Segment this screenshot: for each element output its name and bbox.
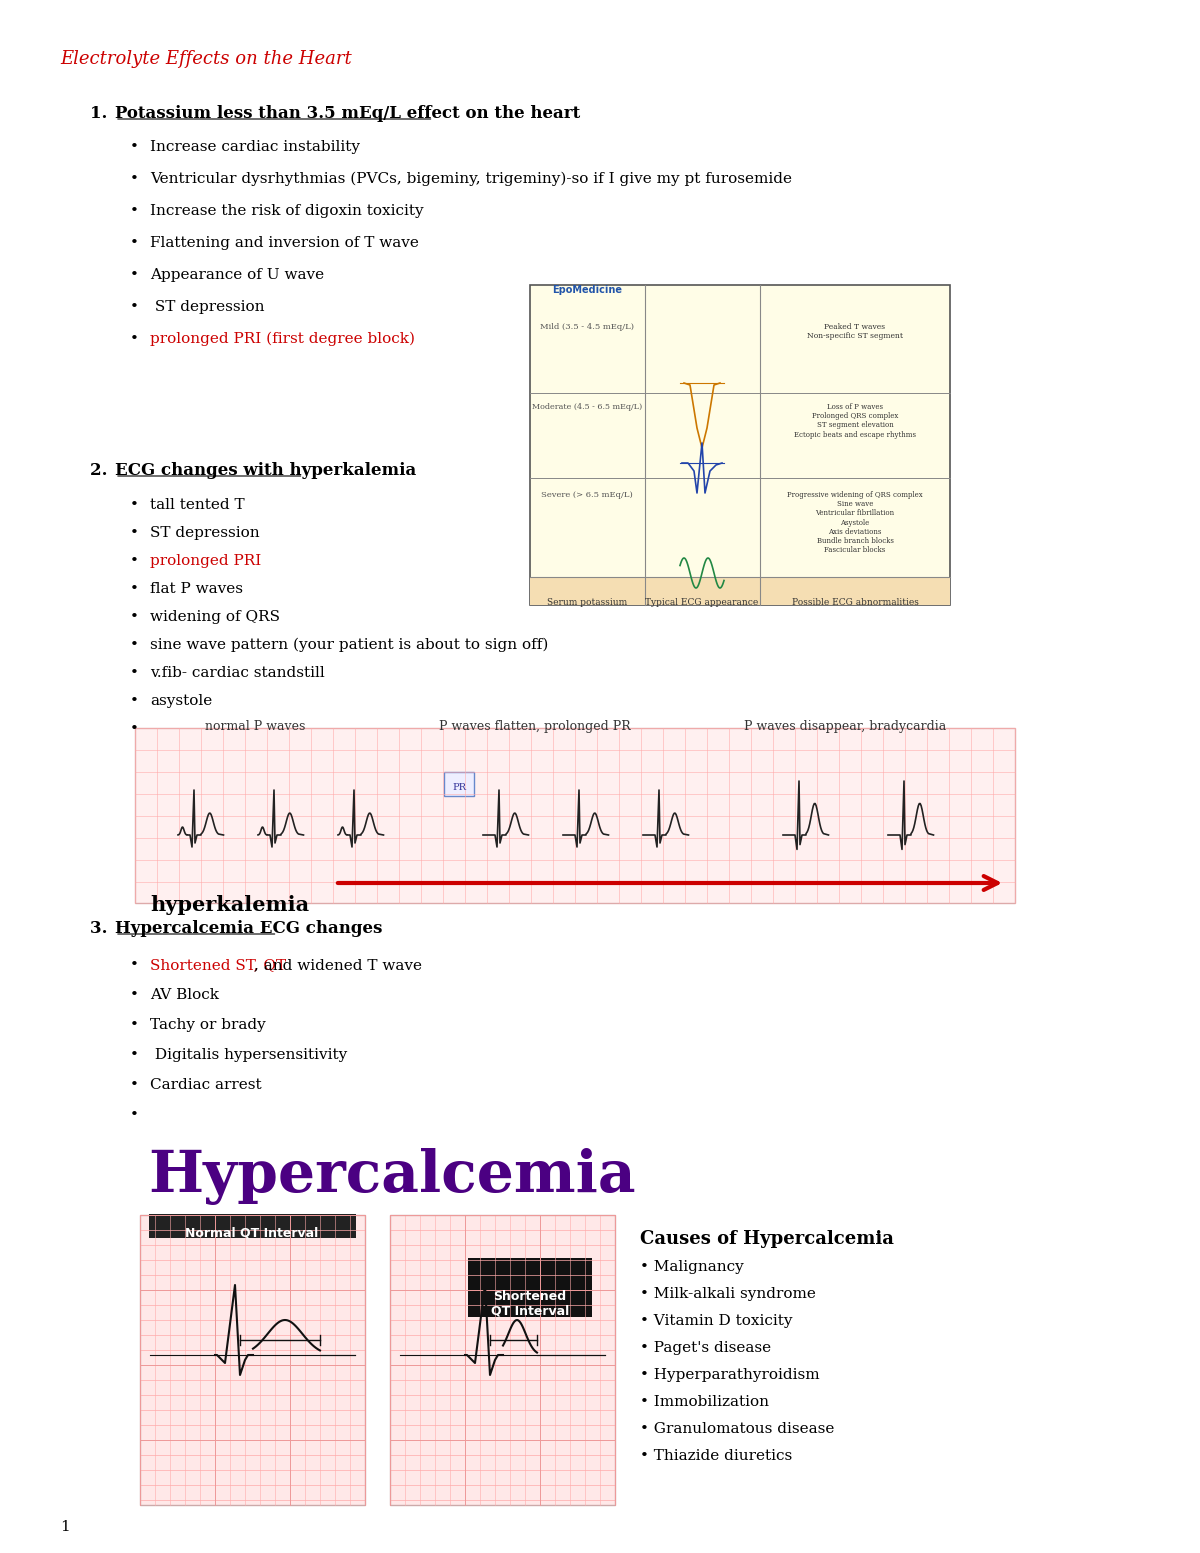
Text: EpoMedicine: EpoMedicine: [552, 286, 622, 295]
FancyBboxPatch shape: [468, 1258, 592, 1317]
Text: asystole: asystole: [150, 694, 212, 708]
Text: P waves disappear, bradycardia: P waves disappear, bradycardia: [744, 721, 946, 733]
Text: Increase cardiac instability: Increase cardiac instability: [150, 140, 360, 154]
Text: •: •: [130, 1019, 139, 1033]
Text: widening of QRS: widening of QRS: [150, 610, 280, 624]
Text: Normal QT Interval: Normal QT Interval: [185, 1227, 319, 1239]
Text: •: •: [130, 269, 139, 283]
Text: •: •: [130, 988, 139, 1002]
FancyBboxPatch shape: [530, 578, 950, 606]
Text: AV Block: AV Block: [150, 988, 220, 1002]
Text: •: •: [130, 666, 139, 680]
Text: •: •: [130, 638, 139, 652]
Text: •: •: [130, 1048, 139, 1062]
Text: •: •: [130, 172, 139, 186]
Text: 2.: 2.: [90, 461, 119, 478]
Text: •: •: [130, 958, 139, 972]
Text: Hypercalcemia: Hypercalcemia: [148, 1148, 636, 1205]
Text: •: •: [130, 722, 139, 736]
Text: , and widened T wave: , and widened T wave: [254, 958, 422, 972]
Text: flat P waves: flat P waves: [150, 582, 242, 596]
Text: Causes of Hypercalcemia: Causes of Hypercalcemia: [640, 1230, 894, 1249]
Text: •: •: [130, 332, 139, 346]
Text: • Immobilization: • Immobilization: [640, 1395, 769, 1409]
Text: •: •: [130, 694, 139, 708]
Text: • Granulomatous disease: • Granulomatous disease: [640, 1423, 834, 1437]
Text: Mild (3.5 - 4.5 mEq/L): Mild (3.5 - 4.5 mEq/L): [540, 323, 634, 331]
Text: normal P waves: normal P waves: [205, 721, 305, 733]
Text: •: •: [130, 140, 139, 154]
Text: • Milk-alkali syndrome: • Milk-alkali syndrome: [640, 1287, 816, 1301]
Text: 1.: 1.: [90, 106, 119, 123]
Text: Typical ECG appearance: Typical ECG appearance: [646, 598, 758, 607]
Text: sine wave pattern (your patient is about to sign off): sine wave pattern (your patient is about…: [150, 638, 548, 652]
Text: Progressive widening of QRS complex
Sine wave
Ventricular fibrillation
Asystole
: Progressive widening of QRS complex Sine…: [787, 491, 923, 554]
Text: Severe (> 6.5 mEq/L): Severe (> 6.5 mEq/L): [541, 491, 632, 499]
Text: Appearance of U wave: Appearance of U wave: [150, 269, 324, 283]
Text: ST depression: ST depression: [150, 300, 264, 314]
Text: • Thiazide diuretics: • Thiazide diuretics: [640, 1449, 792, 1463]
Text: P waves flatten, prolonged PR: P waves flatten, prolonged PR: [439, 721, 631, 733]
Text: v.fib- cardiac standstill: v.fib- cardiac standstill: [150, 666, 325, 680]
Text: Loss of P waves
Prolonged QRS complex
ST segment elevation
Ectopic beats and esc: Loss of P waves Prolonged QRS complex ST…: [794, 402, 916, 438]
Text: 1: 1: [60, 1520, 70, 1534]
Text: tall tented T: tall tented T: [150, 499, 245, 512]
Text: Digitalis hypersensitivity: Digitalis hypersensitivity: [150, 1048, 347, 1062]
FancyBboxPatch shape: [134, 728, 1015, 902]
Text: •: •: [130, 1078, 139, 1092]
FancyBboxPatch shape: [149, 1214, 356, 1238]
Text: prolonged PRI (first degree block): prolonged PRI (first degree block): [150, 332, 415, 346]
Text: 3.: 3.: [90, 919, 119, 936]
FancyBboxPatch shape: [140, 1214, 365, 1505]
Text: ECG changes with hyperkalemia: ECG changes with hyperkalemia: [115, 461, 416, 478]
Text: • Hyperparathyroidism: • Hyperparathyroidism: [640, 1368, 820, 1382]
Text: •: •: [130, 526, 139, 540]
Text: •: •: [130, 300, 139, 314]
Text: •: •: [130, 236, 139, 250]
Text: hyperkalemia: hyperkalemia: [150, 895, 310, 915]
Text: •: •: [130, 1107, 139, 1121]
Text: • Malignancy: • Malignancy: [640, 1259, 744, 1273]
Text: Shortened ST, QT: Shortened ST, QT: [150, 958, 286, 972]
Text: • Vitamin D toxicity: • Vitamin D toxicity: [640, 1314, 792, 1328]
Text: Electrolyte Effects on the Heart: Electrolyte Effects on the Heart: [60, 50, 352, 68]
Text: Shortened
QT Interval: Shortened QT Interval: [491, 1291, 569, 1318]
Text: Ventricular dysrhythmias (PVCs, bigeminy, trigeminy)-so if I give my pt furosemi: Ventricular dysrhythmias (PVCs, bigeminy…: [150, 172, 792, 186]
FancyBboxPatch shape: [444, 772, 474, 797]
Text: ST depression: ST depression: [150, 526, 259, 540]
Text: Peaked T waves
Non-specific ST segment: Peaked T waves Non-specific ST segment: [808, 323, 904, 340]
Text: prolonged PRI: prolonged PRI: [150, 554, 262, 568]
Text: Cardiac arrest: Cardiac arrest: [150, 1078, 262, 1092]
Text: Serum potassium: Serum potassium: [547, 598, 628, 607]
Text: Potassium less than 3.5 mEq/L effect on the heart: Potassium less than 3.5 mEq/L effect on …: [115, 106, 581, 123]
Text: Flattening and inversion of T wave: Flattening and inversion of T wave: [150, 236, 419, 250]
Text: Hypercalcemia ECG changes: Hypercalcemia ECG changes: [115, 919, 383, 936]
Text: •: •: [130, 610, 139, 624]
Text: •: •: [130, 203, 139, 217]
FancyBboxPatch shape: [530, 286, 950, 606]
Text: • Paget's disease: • Paget's disease: [640, 1340, 772, 1356]
Text: •: •: [130, 582, 139, 596]
Text: •: •: [130, 499, 139, 512]
Text: PR: PR: [452, 783, 466, 792]
FancyBboxPatch shape: [390, 1214, 616, 1505]
Text: Tachy or brady: Tachy or brady: [150, 1019, 265, 1033]
Text: Possible ECG abnormalities: Possible ECG abnormalities: [792, 598, 918, 607]
Text: Increase the risk of digoxin toxicity: Increase the risk of digoxin toxicity: [150, 203, 424, 217]
Text: Moderate (4.5 - 6.5 mEq/L): Moderate (4.5 - 6.5 mEq/L): [532, 402, 642, 412]
Text: •: •: [130, 554, 139, 568]
